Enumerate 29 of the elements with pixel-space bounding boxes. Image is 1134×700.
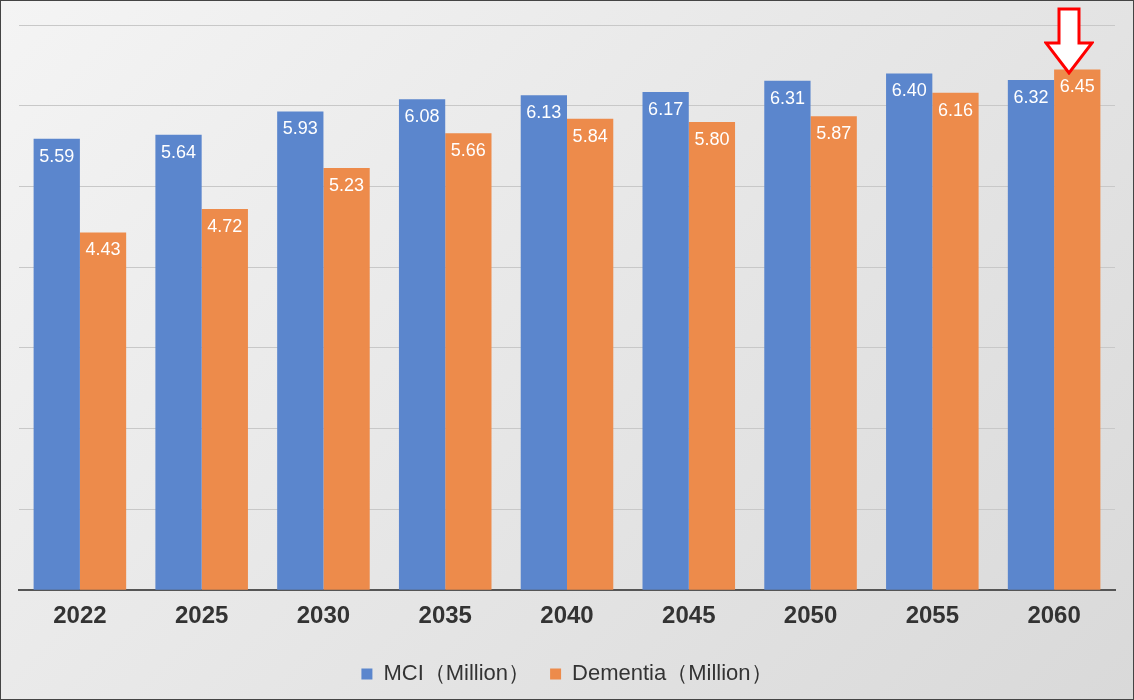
data-label: 6.13 [526,102,562,123]
data-label: 6.40 [891,80,927,101]
x-tick-label: 2025 [174,601,229,629]
data-label: 4.43 [85,239,121,260]
data-label: 5.80 [694,128,730,149]
x-tick-label: 2022 [53,601,107,629]
data-label: 6.31 [769,87,805,108]
data-label: 6.17 [648,98,684,119]
x-tick-label: 2040 [540,601,594,629]
data-label: 6.08 [404,106,440,127]
x-tick-label: 2055 [905,601,960,629]
data-label: 6.45 [1059,76,1095,97]
data-label: 5.84 [572,125,608,146]
data-label: 6.16 [937,99,973,120]
x-tick-label: 2045 [662,601,716,629]
data-label: 5.23 [329,174,365,195]
legend-label: MCI（Million） [383,660,531,686]
data-label: 5.87 [816,123,852,144]
data-label: 5.93 [282,118,318,139]
data-label: 6.32 [1013,86,1049,107]
x-tick-label: 2060 [1027,601,1081,629]
x-tick-label: 2035 [418,601,472,629]
data-label: 5.66 [450,140,486,161]
data-label: 4.72 [207,216,243,237]
data-label: 5.59 [39,145,75,166]
data-label: 5.64 [161,141,197,162]
x-tick-label: 2050 [783,601,838,629]
x-tick-label: 2030 [296,601,351,629]
legend-label: Dementia（Million） [572,660,773,686]
